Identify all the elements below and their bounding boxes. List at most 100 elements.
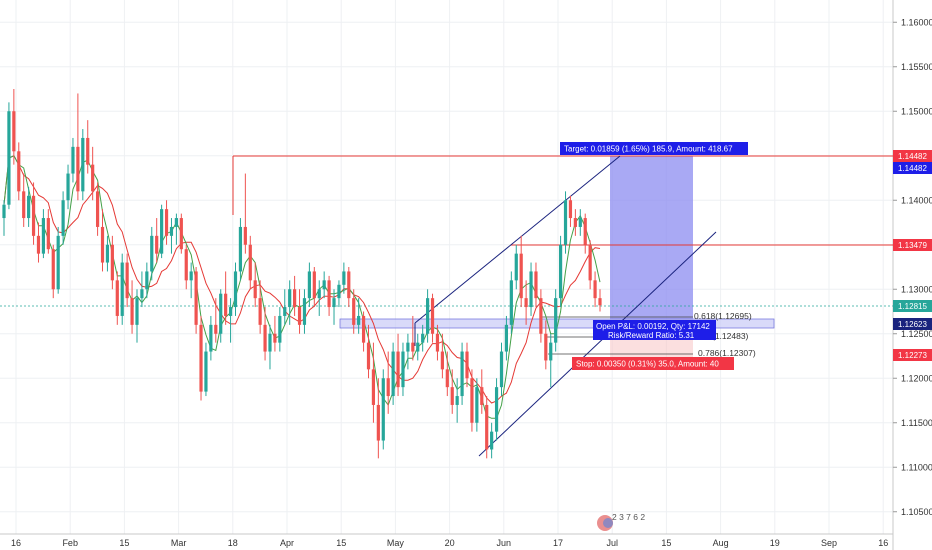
candle	[460, 342, 464, 405]
open-pl-box[interactable]	[593, 320, 716, 340]
time-tick-label: Aug	[713, 538, 729, 548]
price-tick-label: 1.11500	[901, 418, 932, 428]
candle	[36, 222, 41, 263]
candle-body	[17, 151, 21, 192]
trend-line-upper[interactable]	[414, 155, 621, 324]
candle-body	[228, 307, 233, 316]
candle-body	[371, 369, 376, 405]
candle	[125, 253, 129, 308]
candle-body	[160, 209, 164, 254]
candle	[317, 280, 321, 316]
candle-body	[347, 271, 351, 299]
price-axis[interactable]: 1.160001.155001.150001.145001.140001.135…	[892, 0, 932, 550]
candle	[426, 289, 430, 343]
target-zone[interactable]	[610, 156, 693, 322]
candle-body	[396, 351, 400, 388]
candle	[544, 320, 548, 370]
candle-body	[105, 244, 110, 263]
price-tag-mid-red-box	[893, 239, 932, 251]
candle-body	[189, 271, 193, 281]
candle-body	[110, 244, 114, 281]
candle	[440, 333, 444, 379]
candle	[243, 173, 247, 254]
candle-body	[534, 271, 538, 299]
candle-body	[558, 244, 563, 299]
candle-body	[22, 191, 26, 219]
candle-body	[66, 173, 70, 201]
candle-body	[440, 351, 444, 370]
candle	[228, 298, 233, 343]
time-axis[interactable]: 16 Feb 15 Mar 18 Apr 15 May 20 Jun 17 Jul 15 Aug 19 Sep…	[0, 533, 893, 548]
candle	[573, 209, 577, 236]
candle	[342, 262, 346, 294]
target-label-box[interactable]	[560, 142, 748, 155]
candle	[430, 293, 435, 343]
candle	[233, 262, 238, 316]
candle-body	[430, 298, 435, 334]
candle-body	[455, 396, 459, 405]
candle-body	[450, 387, 454, 405]
candle	[445, 351, 449, 397]
candle-body	[7, 111, 11, 205]
candle	[219, 289, 223, 343]
price-tag-entry-box	[893, 318, 932, 330]
trend-line-lower[interactable]	[478, 231, 717, 457]
time-tick-label: May	[387, 538, 405, 548]
candle-body	[529, 271, 533, 308]
candle	[2, 200, 6, 236]
candle-body	[578, 218, 582, 227]
candle	[61, 191, 65, 245]
candle	[184, 244, 188, 290]
candle	[31, 182, 36, 245]
candle	[332, 289, 336, 325]
candle-body	[391, 351, 395, 397]
price-tag-last-box	[893, 300, 932, 312]
candle	[554, 289, 558, 352]
fib-label-mid: (1.12483)	[712, 331, 749, 341]
candle	[145, 262, 149, 299]
candle	[288, 280, 292, 325]
candle-body	[302, 298, 307, 325]
candle	[421, 324, 425, 352]
time-tick-label: 16	[11, 538, 21, 548]
candle-body	[327, 280, 331, 308]
candle-body	[568, 200, 573, 219]
stop-label-box[interactable]	[572, 357, 734, 370]
risk-reward-label: Risk/Reward Ratio: 5.31	[608, 331, 695, 340]
candle-body	[342, 271, 346, 285]
time-tick-label: 15	[336, 538, 346, 548]
candle	[22, 173, 26, 227]
candle-body	[494, 387, 499, 432]
candle-body	[248, 244, 252, 281]
candle-body	[91, 164, 95, 192]
candle-body	[278, 315, 282, 343]
candle-body	[238, 226, 243, 272]
candle-body	[224, 293, 228, 316]
candle	[91, 146, 95, 201]
candle	[263, 307, 267, 361]
candle-body	[317, 289, 321, 299]
candle	[164, 200, 169, 245]
candle-body	[169, 226, 174, 236]
candle-body	[253, 280, 257, 299]
candle-body	[95, 191, 100, 227]
candle-body	[125, 262, 129, 299]
time-tick-label: Apr	[280, 538, 294, 548]
time-tick-label: Jul	[606, 538, 618, 548]
candle-body	[588, 244, 592, 281]
candle	[366, 324, 371, 379]
candle	[27, 186, 31, 227]
candle	[81, 129, 85, 201]
candle-body	[233, 271, 238, 308]
price-tag-upper-red: 1.14482	[898, 152, 927, 161]
candle	[100, 209, 105, 272]
candle-body	[544, 333, 548, 361]
candle	[209, 315, 213, 361]
candle	[110, 235, 114, 290]
time-tick-label: 19	[770, 538, 780, 548]
candle	[435, 324, 440, 361]
candle	[140, 271, 144, 308]
candle-body	[514, 253, 518, 281]
candle	[273, 315, 277, 352]
